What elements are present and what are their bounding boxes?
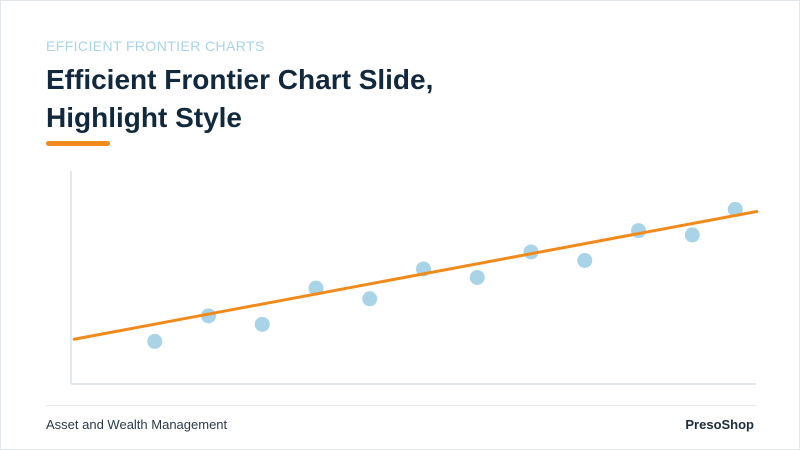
- title-accent-bar: [46, 141, 110, 146]
- title-line-2: Highlight Style: [46, 102, 242, 133]
- data-point-7: [469, 270, 485, 285]
- data-point-11: [684, 227, 700, 243]
- data-point-12: [727, 201, 743, 217]
- footer-left-text: Asset and Wealth Management: [46, 417, 228, 432]
- efficient-frontier-trendline: [72, 209, 759, 341]
- section-kicker: EFFICIENT FRONTIER CHARTS: [46, 38, 265, 54]
- data-points: [147, 201, 743, 349]
- title-line-1: Efficient Frontier Chart Slide,: [46, 64, 434, 95]
- data-point-9: [577, 252, 593, 268]
- footer-brand: PresoShop: [685, 417, 754, 432]
- footer-divider: [46, 405, 756, 406]
- trendline-layer: [72, 209, 759, 341]
- data-point-5: [362, 291, 378, 307]
- data-point-3: [254, 316, 270, 332]
- data-point-1: [147, 333, 163, 349]
- page-title: Efficient Frontier Chart Slide, Highligh…: [46, 61, 646, 137]
